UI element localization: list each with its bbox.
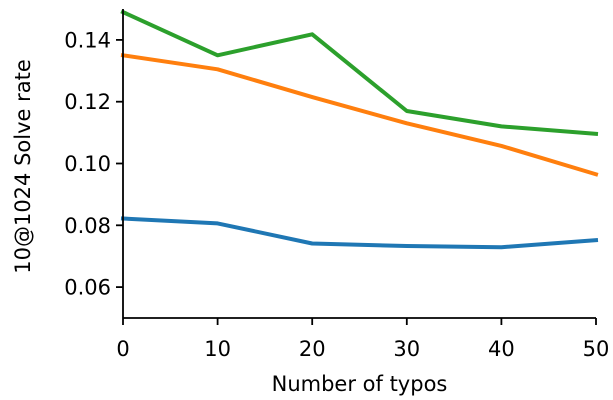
y-tick-label: 0.12 — [64, 90, 111, 114]
x-axis-title: Number of typos — [272, 372, 448, 396]
y-tick-label: 0.14 — [64, 28, 111, 52]
x-tick-label: 0 — [116, 337, 129, 361]
x-ticks: 0 10 20 30 40 50 — [116, 318, 609, 361]
series-line-3 — [120, 9, 599, 136]
x-tick-label: 10 — [204, 337, 231, 361]
y-tick-label: 0.06 — [64, 276, 111, 300]
y-ticks: 0.06 0.08 0.10 0.12 0.14 — [64, 28, 123, 300]
axes — [122, 9, 596, 319]
x-tick-label: 40 — [488, 337, 515, 361]
series-lines — [120, 9, 599, 250]
x-tick-label: 30 — [393, 337, 420, 361]
y-tick-label: 0.10 — [64, 152, 111, 176]
series-line-2 — [120, 53, 599, 177]
series-line-1 — [120, 216, 599, 250]
x-tick-label: 50 — [583, 337, 610, 361]
y-axis-title: 10@1024 Solve rate — [11, 59, 35, 274]
x-tick-label: 20 — [299, 337, 326, 361]
y-tick-label: 0.08 — [64, 214, 111, 238]
